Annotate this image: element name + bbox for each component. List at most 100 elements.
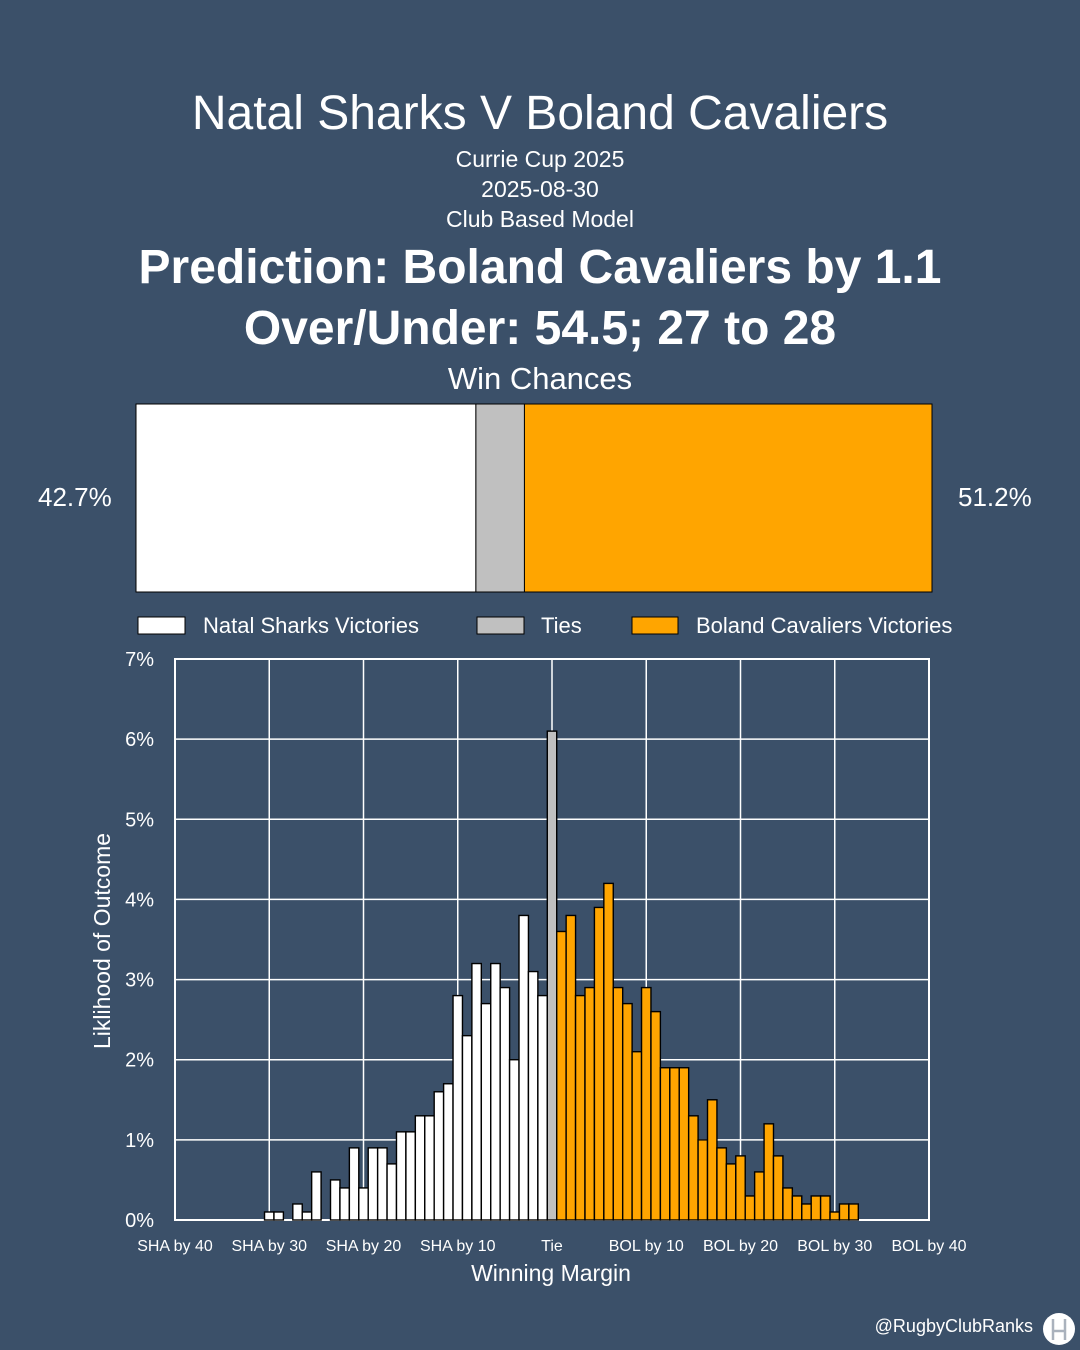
x-tick-label: BOL by 10 bbox=[609, 1238, 684, 1255]
histogram-bar bbox=[612, 986, 624, 1221]
histogram-bar bbox=[593, 906, 605, 1221]
histogram-bar bbox=[603, 882, 614, 1221]
x-tick-label: BOL by 40 bbox=[891, 1238, 966, 1255]
twitter-handle: @RugbyClubRanks bbox=[875, 1316, 1033, 1336]
y-tick-label: 5% bbox=[125, 809, 154, 831]
histogram-bar bbox=[687, 1115, 699, 1221]
histogram-bar bbox=[650, 1010, 662, 1221]
histogram-bar bbox=[433, 1091, 445, 1221]
histogram-bar bbox=[565, 914, 577, 1221]
x-tick-label: SHA by 30 bbox=[231, 1238, 307, 1255]
histogram-bar bbox=[744, 1195, 756, 1221]
histogram-bar bbox=[659, 1067, 671, 1221]
y-tick-label: 4% bbox=[125, 889, 154, 911]
histogram-bar bbox=[801, 1203, 812, 1221]
win-segment-away bbox=[523, 403, 933, 593]
histogram-bar bbox=[848, 1203, 860, 1221]
brand-logo-icon bbox=[1051, 1319, 1067, 1340]
histogram-bar bbox=[791, 1195, 803, 1221]
legend-swatch-away bbox=[631, 616, 679, 635]
histogram-bar bbox=[386, 1163, 398, 1221]
legend-swatch-home bbox=[137, 616, 186, 635]
histogram-bar bbox=[518, 914, 530, 1221]
legend-label-home: Natal Sharks Victories bbox=[203, 613, 419, 638]
histogram-bar bbox=[461, 1034, 473, 1221]
x-tick-label: SHA by 10 bbox=[420, 1238, 496, 1255]
y-tick-label: 2% bbox=[125, 1050, 154, 1072]
histogram-bar bbox=[405, 1131, 417, 1221]
histogram-bar bbox=[838, 1203, 850, 1221]
histogram-bar bbox=[273, 1211, 285, 1221]
chart-title: Natal Sharks V Boland Cavaliers bbox=[191, 87, 889, 140]
model-label: Club Based Model bbox=[446, 206, 634, 232]
histogram-bar bbox=[480, 1002, 492, 1221]
y-tick-label: 7% bbox=[125, 649, 154, 671]
histogram-bar bbox=[735, 1155, 746, 1221]
match-date: 2025-08-30 bbox=[481, 176, 599, 202]
histogram-bar bbox=[669, 1067, 680, 1221]
histogram-bar bbox=[348, 1147, 360, 1221]
competition-label: Currie Cup 2025 bbox=[455, 146, 625, 172]
histogram-bar bbox=[829, 1211, 841, 1221]
x-tick-label: SHA by 20 bbox=[326, 1238, 402, 1255]
over-under-text: Over/Under: 54.5; 27 to 28 bbox=[243, 302, 837, 355]
histogram-bar bbox=[678, 1067, 690, 1221]
histogram-bar bbox=[556, 930, 567, 1221]
histogram-bar bbox=[424, 1115, 435, 1221]
legend-swatch-tie bbox=[476, 616, 525, 635]
y-tick-label: 3% bbox=[125, 970, 154, 992]
histogram-bars bbox=[263, 730, 860, 1221]
histogram-bar bbox=[631, 1050, 643, 1221]
histogram-bar bbox=[716, 1147, 728, 1221]
away-win-percentage: 51.2% bbox=[958, 482, 1032, 512]
y-tick-label: 1% bbox=[125, 1130, 154, 1152]
win-segment-home bbox=[135, 403, 477, 593]
histogram-bar bbox=[574, 994, 586, 1221]
legend-label-away: Boland Cavaliers Victories bbox=[696, 613, 952, 638]
histogram-bar bbox=[499, 986, 511, 1221]
legend: Natal Sharks Victories Ties Boland Caval… bbox=[137, 613, 952, 638]
histogram-bar bbox=[782, 1187, 794, 1221]
histogram-bar bbox=[706, 1099, 718, 1221]
histogram-bar bbox=[263, 1211, 275, 1221]
histogram-bar bbox=[725, 1163, 737, 1221]
histogram-bar bbox=[584, 986, 596, 1221]
x-tick-labels: SHA by 40 SHA by 30 SHA by 20 SHA by 10 Tie B… bbox=[137, 1238, 966, 1255]
histogram-bar bbox=[471, 962, 483, 1221]
histogram-bar bbox=[339, 1187, 351, 1221]
histogram-bar bbox=[490, 962, 501, 1221]
histogram-bar bbox=[810, 1195, 822, 1221]
histogram-bar bbox=[376, 1147, 388, 1221]
x-axis-label: Winning Margin bbox=[471, 1260, 631, 1286]
histogram-bar bbox=[442, 1083, 454, 1221]
histogram-bar bbox=[301, 1211, 313, 1221]
x-tick-label: Tie bbox=[541, 1238, 563, 1255]
y-axis-label: Liklihood of Outcome bbox=[89, 833, 115, 1049]
x-tick-label: BOL by 20 bbox=[703, 1238, 778, 1255]
x-tick-label: SHA by 40 bbox=[137, 1238, 213, 1255]
histogram-bar bbox=[537, 994, 548, 1221]
prediction-text: Prediction: Boland Cavaliers by 1.1 bbox=[138, 241, 942, 294]
histogram-bar bbox=[527, 970, 539, 1221]
histogram-bar bbox=[819, 1195, 831, 1221]
win-chances-bar bbox=[135, 403, 933, 593]
home-win-percentage: 42.7% bbox=[38, 482, 112, 512]
histogram-bar bbox=[640, 986, 652, 1221]
legend-label-tie: Ties bbox=[541, 613, 582, 638]
y-tick-labels: 0% 1% 2% 3% 4% 5% 6% 7% bbox=[125, 649, 154, 1232]
histogram-bar bbox=[367, 1147, 379, 1221]
brand-logo bbox=[1043, 1313, 1075, 1345]
histogram-bar bbox=[763, 1123, 775, 1221]
histogram-bar bbox=[358, 1187, 369, 1221]
histogram-bar bbox=[508, 1059, 520, 1221]
histogram-bar bbox=[697, 1139, 709, 1221]
y-tick-label: 6% bbox=[125, 729, 154, 751]
win-chances-title: Win Chances bbox=[447, 361, 633, 396]
histogram-bar bbox=[310, 1171, 322, 1221]
win-segment-tie bbox=[475, 403, 525, 593]
histogram-bar bbox=[329, 1179, 341, 1221]
brand-logo-circle bbox=[1043, 1313, 1075, 1345]
histogram-bar bbox=[414, 1115, 426, 1221]
histogram-bar bbox=[772, 1155, 784, 1221]
